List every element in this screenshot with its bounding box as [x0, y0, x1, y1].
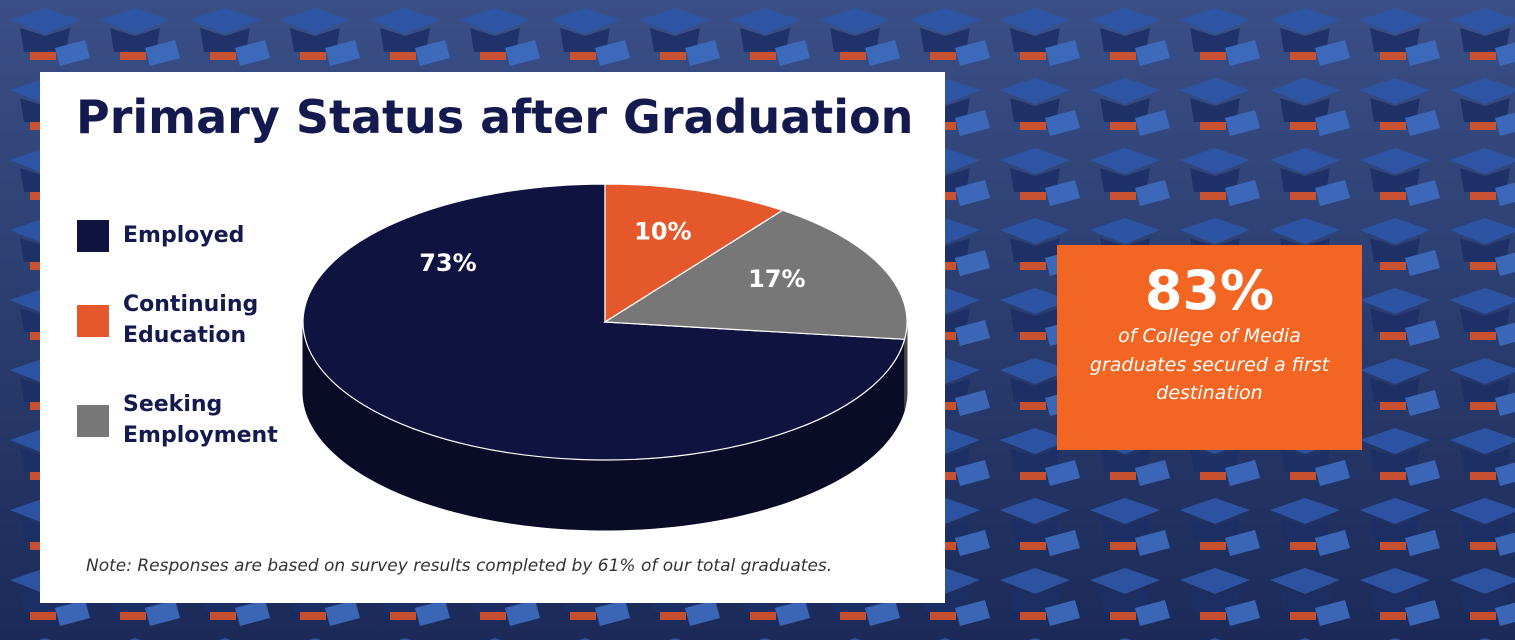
pie-slice — [603, 209, 908, 340]
data-label: 73% — [419, 249, 476, 277]
callout-box: 83% of College of Media graduates secure… — [1057, 245, 1362, 450]
chart-title: Primary Status after Graduation — [76, 90, 914, 144]
legend-item: Continuing Education — [77, 290, 298, 352]
legend-label: Seeking Employment — [123, 392, 278, 448]
legend-swatch — [77, 304, 109, 337]
callout-headline: 83% — [1144, 259, 1275, 322]
pie-slice — [302, 183, 906, 461]
note: Note: Responses are based on survey resu… — [86, 556, 833, 576]
legend-swatch — [77, 404, 109, 437]
legend-swatch — [77, 220, 109, 252]
legend-item: Employed — [77, 220, 298, 252]
legend-item: Seeking Employment — [77, 390, 298, 452]
callout-text: of College of Media graduates secured a … — [1089, 325, 1330, 404]
data-label: 10% — [634, 218, 691, 246]
pie-slice — [604, 183, 784, 324]
data-label: 17% — [748, 265, 805, 293]
legend-label: Continuing Education — [123, 292, 259, 348]
legend-label: Employed — [123, 222, 245, 248]
